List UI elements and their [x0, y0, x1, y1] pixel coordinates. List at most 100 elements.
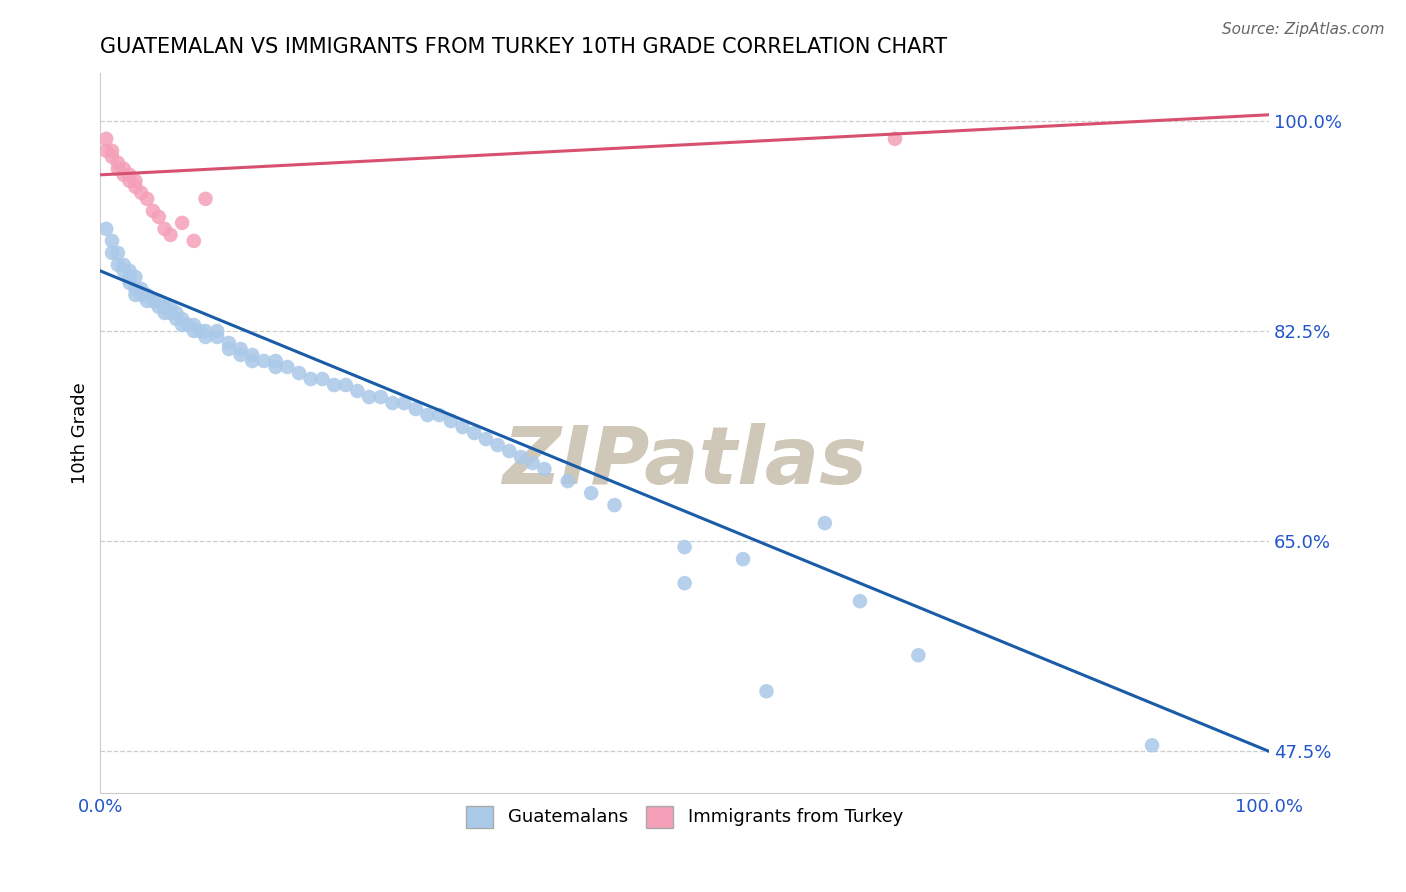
- Text: Source: ZipAtlas.com: Source: ZipAtlas.com: [1222, 22, 1385, 37]
- Point: [405, 402, 427, 417]
- Point: [165, 312, 187, 326]
- Point: [276, 359, 298, 374]
- Point: [311, 372, 333, 386]
- Point: [124, 269, 146, 284]
- Point: [183, 234, 205, 248]
- Point: [101, 150, 124, 164]
- Point: [148, 293, 170, 308]
- Point: [451, 420, 474, 434]
- Point: [112, 264, 135, 278]
- Point: [153, 222, 176, 236]
- Point: [346, 384, 368, 398]
- Point: [183, 324, 205, 338]
- Point: [359, 390, 381, 404]
- Point: [142, 293, 165, 308]
- Point: [101, 144, 124, 158]
- Point: [118, 174, 141, 188]
- Point: [96, 144, 118, 158]
- Point: [153, 300, 176, 314]
- Point: [603, 498, 626, 512]
- Point: [129, 186, 152, 200]
- Point: [533, 462, 555, 476]
- Point: [299, 372, 322, 386]
- Point: [323, 378, 346, 392]
- Point: [107, 246, 129, 260]
- Point: [218, 335, 240, 350]
- Point: [124, 282, 146, 296]
- Point: [118, 168, 141, 182]
- Point: [522, 456, 544, 470]
- Point: [427, 408, 450, 422]
- Point: [172, 318, 194, 332]
- Point: [96, 222, 118, 236]
- Point: [907, 648, 929, 663]
- Point: [118, 276, 141, 290]
- Point: [153, 306, 176, 320]
- Point: [288, 366, 311, 380]
- Point: [440, 414, 463, 428]
- Point: [416, 408, 439, 422]
- Point: [579, 486, 602, 500]
- Point: [381, 396, 404, 410]
- Point: [142, 203, 165, 218]
- Point: [205, 330, 228, 344]
- Point: [849, 594, 872, 608]
- Point: [264, 359, 287, 374]
- Point: [240, 348, 263, 362]
- Point: [159, 306, 181, 320]
- Point: [148, 300, 170, 314]
- Point: [136, 288, 159, 302]
- Point: [118, 264, 141, 278]
- Point: [129, 282, 152, 296]
- Point: [205, 324, 228, 338]
- Point: [107, 161, 129, 176]
- Point: [673, 576, 696, 591]
- Point: [124, 288, 146, 302]
- Point: [510, 450, 533, 464]
- Y-axis label: 10th Grade: 10th Grade: [72, 382, 89, 484]
- Point: [101, 234, 124, 248]
- Point: [673, 540, 696, 554]
- Point: [731, 552, 754, 566]
- Point: [124, 179, 146, 194]
- Point: [124, 174, 146, 188]
- Point: [229, 342, 252, 356]
- Point: [136, 293, 159, 308]
- Point: [107, 258, 129, 272]
- Point: [188, 324, 211, 338]
- Point: [172, 312, 194, 326]
- Point: [112, 161, 135, 176]
- Point: [335, 378, 357, 392]
- Point: [107, 156, 129, 170]
- Point: [177, 318, 200, 332]
- Point: [475, 432, 498, 446]
- Legend: Guatemalans, Immigrants from Turkey: Guatemalans, Immigrants from Turkey: [460, 798, 910, 835]
- Point: [755, 684, 778, 698]
- Point: [112, 258, 135, 272]
- Point: [165, 306, 187, 320]
- Point: [194, 192, 217, 206]
- Point: [498, 444, 520, 458]
- Point: [264, 354, 287, 368]
- Point: [370, 390, 392, 404]
- Point: [392, 396, 415, 410]
- Point: [1140, 739, 1163, 753]
- Point: [814, 516, 837, 530]
- Point: [148, 210, 170, 224]
- Point: [112, 168, 135, 182]
- Point: [253, 354, 276, 368]
- Point: [463, 425, 485, 440]
- Point: [557, 474, 579, 488]
- Point: [159, 300, 181, 314]
- Text: ZIPatlas: ZIPatlas: [502, 423, 868, 501]
- Point: [118, 269, 141, 284]
- Point: [129, 288, 152, 302]
- Point: [218, 342, 240, 356]
- Point: [194, 330, 217, 344]
- Point: [172, 216, 194, 230]
- Point: [183, 318, 205, 332]
- Point: [240, 354, 263, 368]
- Point: [194, 324, 217, 338]
- Text: GUATEMALAN VS IMMIGRANTS FROM TURKEY 10TH GRADE CORRELATION CHART: GUATEMALAN VS IMMIGRANTS FROM TURKEY 10T…: [100, 37, 948, 57]
- Point: [96, 132, 118, 146]
